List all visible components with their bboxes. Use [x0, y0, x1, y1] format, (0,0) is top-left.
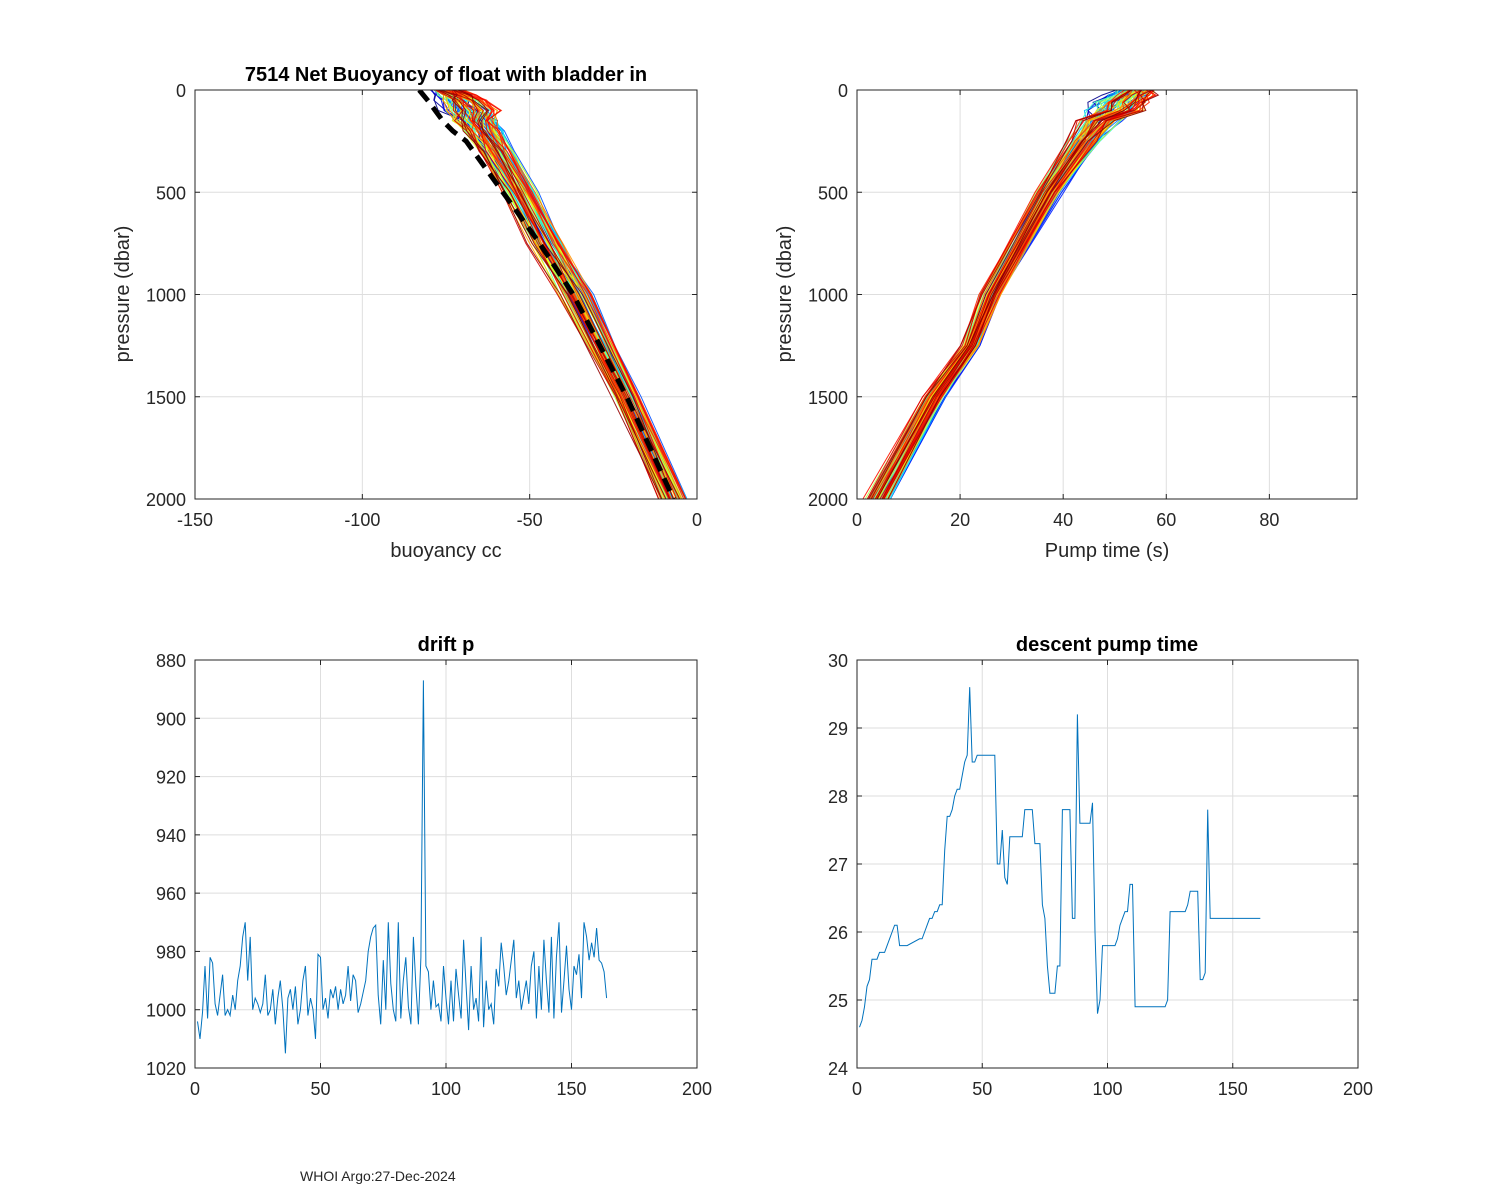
- x-tick-label: 60: [1156, 510, 1176, 530]
- descent-series-line: [859, 687, 1261, 1028]
- buoyancy-xlabel: buoyancy cc: [390, 540, 501, 562]
- x-tick-label: -100: [344, 510, 380, 530]
- pumptime-profile-line: [867, 90, 1357, 499]
- buoyancy-profile-line: [203, 90, 670, 499]
- y-tick-label: 1020: [146, 1059, 186, 1079]
- y-tick-label: 2000: [146, 490, 186, 510]
- y-tick-label: 0: [176, 81, 186, 101]
- buoyancy-profile-line: [220, 90, 678, 499]
- x-tick-label: 100: [1092, 1079, 1122, 1099]
- x-tick-label: 0: [692, 510, 702, 530]
- pumptime-profile-line: [881, 90, 1353, 499]
- descent-chart: 0 50 100 150 200 24 25 26 27 28 29 30 descent pump …: [828, 634, 1373, 1099]
- x-tick-label: 150: [556, 1079, 586, 1099]
- x-tick-label: -50: [517, 510, 543, 530]
- y-tick-label: 27: [828, 855, 848, 875]
- buoyancy-ticks: -150 -100 -50 0 0 500 1000 1500 2000: [146, 81, 702, 530]
- y-tick-label: 1500: [808, 388, 848, 408]
- descent-ticks: 0 50 100 150 200 24 25 26 27 28 29 30: [828, 651, 1373, 1099]
- descent-marks: [859, 687, 1261, 1028]
- x-tick-label: -150: [177, 510, 213, 530]
- drift-title: drift p: [418, 634, 475, 656]
- y-tick-label: 26: [828, 923, 848, 943]
- buoyancy-marks: [201, 90, 688, 499]
- buoyancy-profile-line: [203, 90, 663, 499]
- x-tick-label: 50: [310, 1079, 330, 1099]
- drift-chart: 0 50 100 150 200 880 900 920 940 960 980 1000 1020 d…: [146, 634, 712, 1099]
- descent-title: descent pump time: [1016, 634, 1198, 656]
- x-tick-label: 0: [190, 1079, 200, 1099]
- pumptime-profile-line: [868, 90, 1353, 499]
- y-tick-label: 1000: [146, 286, 186, 306]
- y-tick-label: 0: [838, 81, 848, 101]
- buoyancy-profile-line: [202, 90, 672, 499]
- y-tick-label: 880: [156, 651, 186, 671]
- drift-series-line: [197, 680, 608, 1054]
- buoyancy-chart: -150 -100 -50 0 0 500 1000 1500 2000 7514 Net Bu…: [112, 64, 702, 562]
- x-tick-label: 200: [682, 1079, 712, 1099]
- buoyancy-profile-line: [219, 90, 687, 499]
- x-tick-label: 80: [1259, 510, 1279, 530]
- y-tick-label: 25: [828, 991, 848, 1011]
- pumptime-profile-line: [876, 90, 1352, 499]
- buoyancy-profile-line: [205, 90, 663, 499]
- buoyancy-profile-line: [203, 90, 674, 499]
- pump-time-xlabel: Pump time (s): [1045, 540, 1169, 562]
- y-tick-label: 960: [156, 884, 186, 904]
- pumptime-profile-lines: [862, 90, 1357, 499]
- y-tick-label: 1500: [146, 388, 186, 408]
- buoyancy-profile-line: [208, 90, 671, 499]
- y-tick-label: 920: [156, 768, 186, 788]
- x-tick-label: 20: [950, 510, 970, 530]
- x-tick-label: 50: [972, 1079, 992, 1099]
- buoyancy-reference-curve: [417, 90, 676, 499]
- x-tick-label: 100: [431, 1079, 461, 1099]
- buoyancy-title: 7514 Net Buoyancy of float with bladder …: [245, 64, 647, 86]
- x-tick-label: 0: [852, 1079, 862, 1099]
- y-tick-label: 940: [156, 826, 186, 846]
- footer-credit: WHOI Argo:27-Dec-2024: [300, 1168, 456, 1184]
- pumptime-profile-line: [887, 90, 1344, 499]
- buoyancy-ylabel: pressure (dbar): [112, 226, 134, 363]
- y-tick-label: 500: [818, 183, 848, 203]
- buoyancy-profile-lines: [201, 90, 688, 499]
- y-tick-label: 1000: [146, 1001, 186, 1021]
- pump-time-marks: [862, 90, 1357, 499]
- y-tick-label: 900: [156, 709, 186, 729]
- pumptime-profile-line: [870, 90, 1349, 499]
- drift-ticks: 0 50 100 150 200 880 900 920 940 960 980 1000 1020: [146, 651, 712, 1099]
- y-tick-label: 2000: [808, 490, 848, 510]
- x-tick-label: 150: [1218, 1079, 1248, 1099]
- x-tick-label: 40: [1053, 510, 1073, 530]
- pump-time-ticks: 0 20 40 60 80 0 500 1000 1500 2000: [808, 81, 1357, 530]
- x-tick-label: 0: [852, 510, 862, 530]
- y-tick-label: 1000: [808, 286, 848, 306]
- y-tick-label: 30: [828, 651, 848, 671]
- buoyancy-profile-line: [217, 90, 667, 499]
- y-tick-label: 500: [156, 183, 186, 203]
- y-tick-label: 28: [828, 787, 848, 807]
- drift-marks: [197, 680, 608, 1054]
- pump-time-ylabel: pressure (dbar): [774, 226, 796, 363]
- buoyancy-profile-line: [203, 90, 668, 499]
- x-tick-label: 200: [1343, 1079, 1373, 1099]
- pumptime-profile-line: [882, 90, 1357, 499]
- y-tick-label: 980: [156, 942, 186, 962]
- y-tick-label: 24: [828, 1059, 848, 1079]
- y-tick-label: 29: [828, 719, 848, 739]
